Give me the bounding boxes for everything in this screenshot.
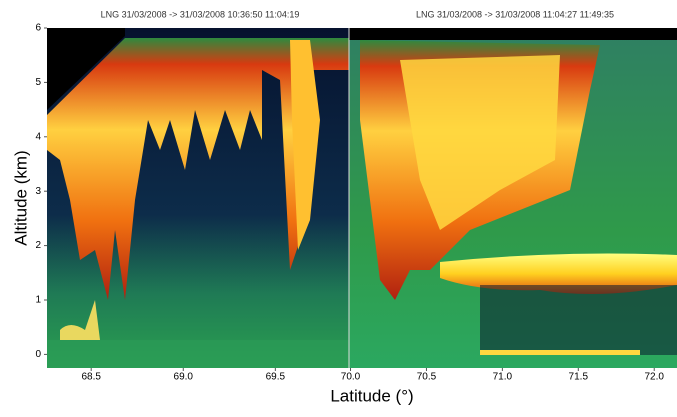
- curtain-left: [47, 28, 349, 368]
- y-tick-label: 5: [35, 77, 41, 88]
- x-tick-label: 69.5: [266, 372, 286, 383]
- x-tick-label: 70.0: [341, 372, 361, 383]
- x-axis-label: Latitude (°): [330, 386, 413, 405]
- y-tick-label: 6: [35, 23, 41, 34]
- y-axis-label: Altitude (km): [11, 150, 30, 245]
- y-tick-label: 3: [35, 186, 41, 197]
- x-tick-label: 71.5: [569, 372, 589, 383]
- panel-title: LNG 31/03/2008 -> 31/03/2008 10:36:50 11…: [101, 9, 300, 19]
- y-tick-label: 1: [35, 295, 41, 306]
- x-tick-label: 70.5: [417, 372, 437, 383]
- x-tick-label: 68.5: [81, 372, 101, 383]
- panel-title: LNG 31/03/2008 -> 31/03/2008 11:04:27 11…: [416, 9, 614, 19]
- curtain-right: [349, 28, 677, 368]
- x-tick-label: 71.0: [493, 372, 513, 383]
- y-tick-label: 4: [35, 131, 41, 142]
- x-tick-label: 69.0: [174, 372, 194, 383]
- x-tick-label: 72.0: [644, 372, 664, 383]
- y-tick-label: 2: [35, 240, 41, 251]
- y-tick-label: 0: [35, 349, 41, 360]
